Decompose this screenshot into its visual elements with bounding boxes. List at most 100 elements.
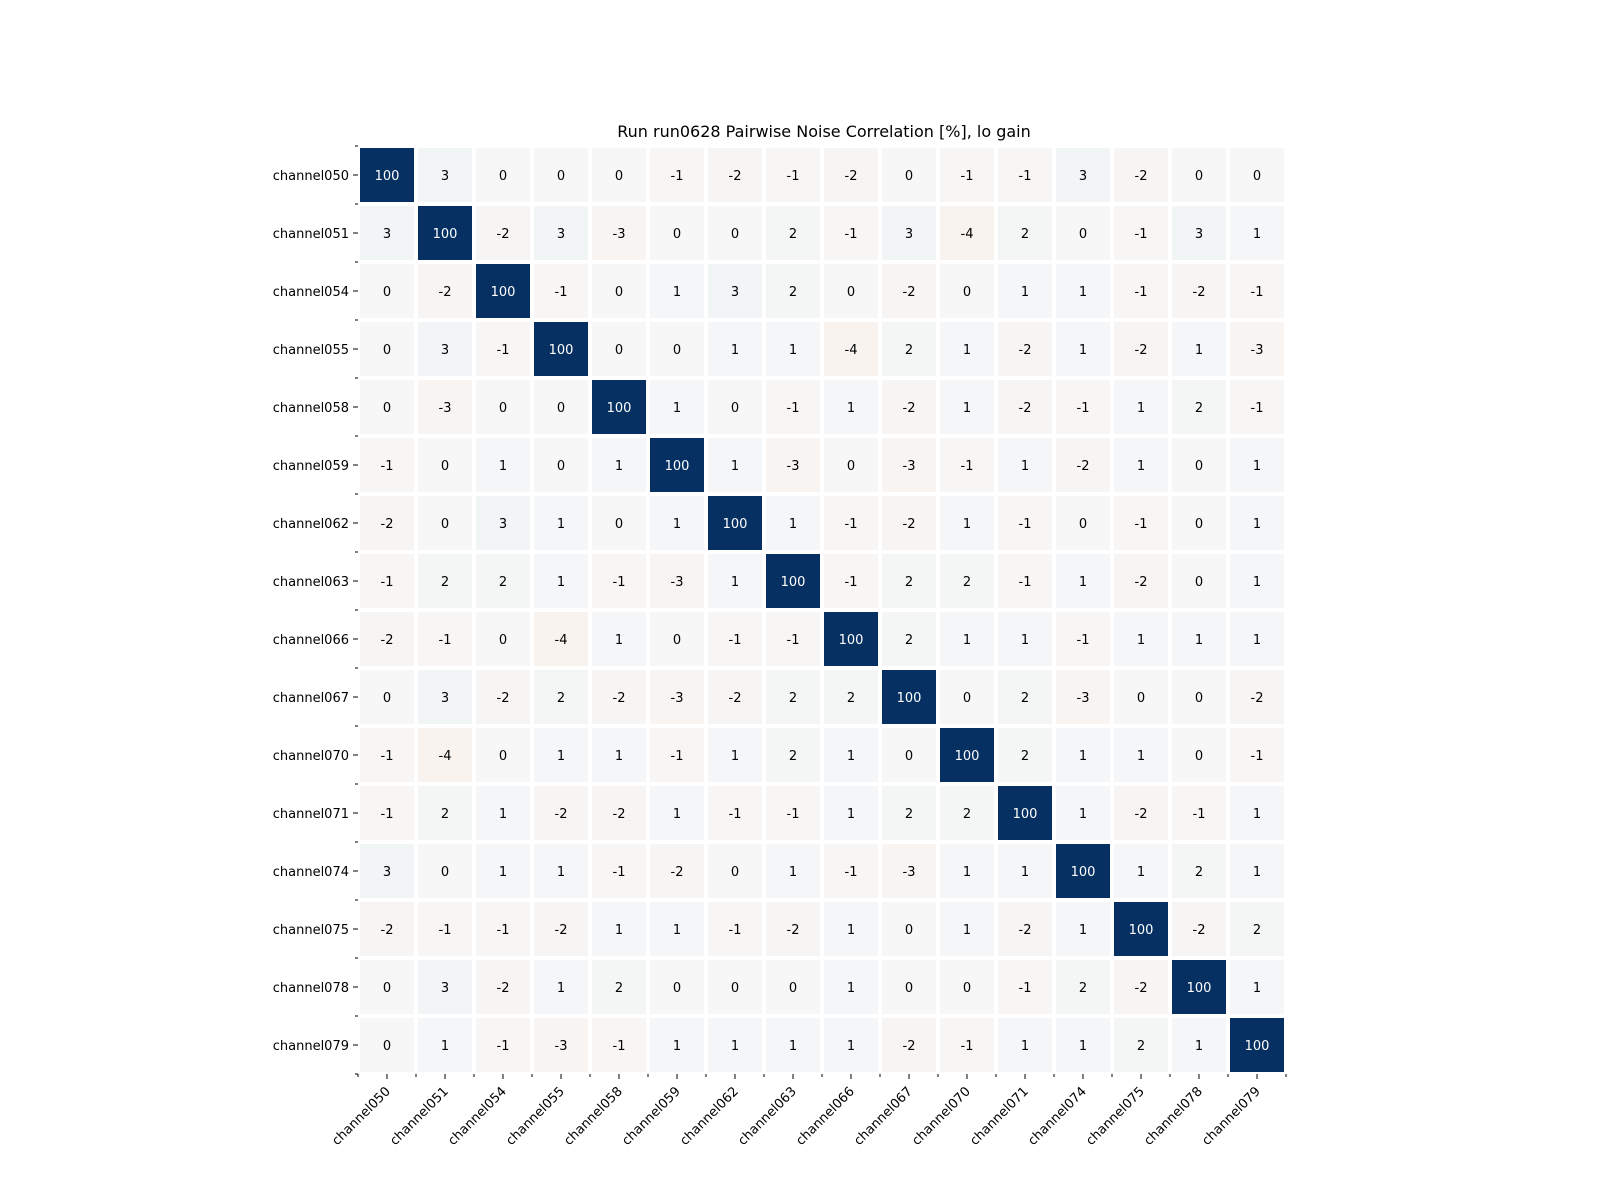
heatmap-cell-label: 0 xyxy=(963,691,971,706)
heatmap-cell xyxy=(882,322,936,376)
heatmap-cell xyxy=(766,554,820,608)
heatmap-cell xyxy=(1230,786,1284,840)
heatmap-cell xyxy=(1230,496,1284,550)
heatmap-cell xyxy=(476,670,530,724)
heatmap-cell xyxy=(1114,148,1168,202)
heatmap-cell-label: 0 xyxy=(1195,749,1203,764)
heatmap-cell-label: 1 xyxy=(557,517,565,532)
heatmap-cell xyxy=(476,496,530,550)
heatmap-cell xyxy=(940,438,994,492)
heatmap-cell xyxy=(824,322,878,376)
heatmap-cell-label: 1 xyxy=(673,401,681,416)
heatmap-cell xyxy=(418,786,472,840)
heatmap-cell-label: -4 xyxy=(845,343,858,358)
heatmap-cell xyxy=(360,496,414,550)
x-tick-label: channel070 xyxy=(909,1084,974,1149)
heatmap-cell-label: 1 xyxy=(557,749,565,764)
heatmap-cell xyxy=(650,1018,704,1072)
heatmap-cell-label: 100 xyxy=(665,459,690,474)
heatmap-cell xyxy=(766,670,820,724)
heatmap-cell xyxy=(418,438,472,492)
heatmap-cell xyxy=(1056,844,1110,898)
heatmap-cell xyxy=(708,148,762,202)
heatmap-cell-label: 0 xyxy=(383,691,391,706)
heatmap-cell xyxy=(1230,1018,1284,1072)
heatmap-cell xyxy=(998,786,1052,840)
heatmap-cell xyxy=(592,902,646,956)
heatmap-cell xyxy=(476,264,530,318)
heatmap-cell-label: -1 xyxy=(555,285,568,300)
heatmap-cell-label: -1 xyxy=(729,633,742,648)
x-tick-label: channel078 xyxy=(1141,1084,1206,1149)
heatmap-cell-label: -2 xyxy=(1019,923,1032,938)
heatmap-cell xyxy=(824,902,878,956)
heatmap-cell xyxy=(650,554,704,608)
heatmap-cell xyxy=(360,148,414,202)
heatmap-cell-label: 0 xyxy=(789,981,797,996)
heatmap-cell-label: 1 xyxy=(557,981,565,996)
heatmap-cell-label: 2 xyxy=(963,807,971,822)
heatmap-cell-label: 0 xyxy=(847,459,855,474)
heatmap-cell-label: -4 xyxy=(555,633,568,648)
heatmap-cell-label: 3 xyxy=(383,227,391,242)
heatmap-cell-label: 0 xyxy=(1079,517,1087,532)
heatmap-cell xyxy=(1114,264,1168,318)
heatmap-cell-label: -1 xyxy=(381,807,394,822)
heatmap-cell-label: 0 xyxy=(905,923,913,938)
heatmap-cell xyxy=(360,960,414,1014)
heatmap-cell xyxy=(592,206,646,260)
heatmap-cell-label: 1 xyxy=(1253,807,1261,822)
heatmap-cell-label: 1 xyxy=(731,1039,739,1054)
y-tick-label: channel054 xyxy=(273,285,349,300)
heatmap-cell xyxy=(824,148,878,202)
heatmap-cell-label: 100 xyxy=(491,285,516,300)
heatmap-cell-label: 1 xyxy=(1137,633,1145,648)
heatmap-cell-label: 2 xyxy=(1195,401,1203,416)
heatmap-cell xyxy=(650,438,704,492)
x-tick-label: channel059 xyxy=(619,1084,684,1149)
heatmap-cell xyxy=(882,844,936,898)
heatmap-cell xyxy=(418,960,472,1014)
heatmap-cell-label: 100 xyxy=(839,633,864,648)
heatmap-cell-label: 3 xyxy=(441,343,449,358)
heatmap-cell xyxy=(360,1018,414,1072)
heatmap-cell xyxy=(708,728,762,782)
heatmap-cell xyxy=(1230,148,1284,202)
heatmap-cell-label: -2 xyxy=(729,169,742,184)
x-tick-label: channel067 xyxy=(851,1084,916,1149)
heatmap-cell-label: 2 xyxy=(1021,691,1029,706)
heatmap-cell xyxy=(708,496,762,550)
heatmap-cell xyxy=(766,438,820,492)
heatmap-cell xyxy=(940,322,994,376)
heatmap-cell xyxy=(1114,438,1168,492)
heatmap-cell xyxy=(650,960,704,1014)
heatmap-cell xyxy=(592,380,646,434)
heatmap-cell-label: -2 xyxy=(613,691,626,706)
heatmap-cell xyxy=(534,728,588,782)
heatmap-cell xyxy=(592,786,646,840)
heatmap-cell-label: 0 xyxy=(1195,517,1203,532)
heatmap-cell-label: 0 xyxy=(499,169,507,184)
heatmap-cell xyxy=(824,438,878,492)
heatmap-cell-label: 1 xyxy=(1137,749,1145,764)
heatmap-cell-label: 0 xyxy=(847,285,855,300)
heatmap-cell-label: 2 xyxy=(1021,749,1029,764)
heatmap-cell-label: 0 xyxy=(557,401,565,416)
heatmap-cell-label: 100 xyxy=(1013,807,1038,822)
x-tick-label: channel071 xyxy=(967,1084,1032,1149)
heatmap-cell-label: 2 xyxy=(789,227,797,242)
heatmap-cell-label: -1 xyxy=(787,633,800,648)
heatmap-cell-label: 1 xyxy=(731,343,739,358)
heatmap-cell-label: -2 xyxy=(497,227,510,242)
heatmap-cell xyxy=(592,438,646,492)
heatmap-cell-label: 3 xyxy=(383,865,391,880)
heatmap-cell-label: -1 xyxy=(671,749,684,764)
heatmap-cell xyxy=(998,902,1052,956)
heatmap-cell-label: -3 xyxy=(555,1039,568,1054)
heatmap-cell xyxy=(360,786,414,840)
heatmap-cell xyxy=(882,264,936,318)
heatmap-cell-label: -2 xyxy=(1135,343,1148,358)
heatmap-cell-label: 2 xyxy=(789,285,797,300)
heatmap-cell-label: -1 xyxy=(1251,749,1264,764)
heatmap-cell xyxy=(998,670,1052,724)
